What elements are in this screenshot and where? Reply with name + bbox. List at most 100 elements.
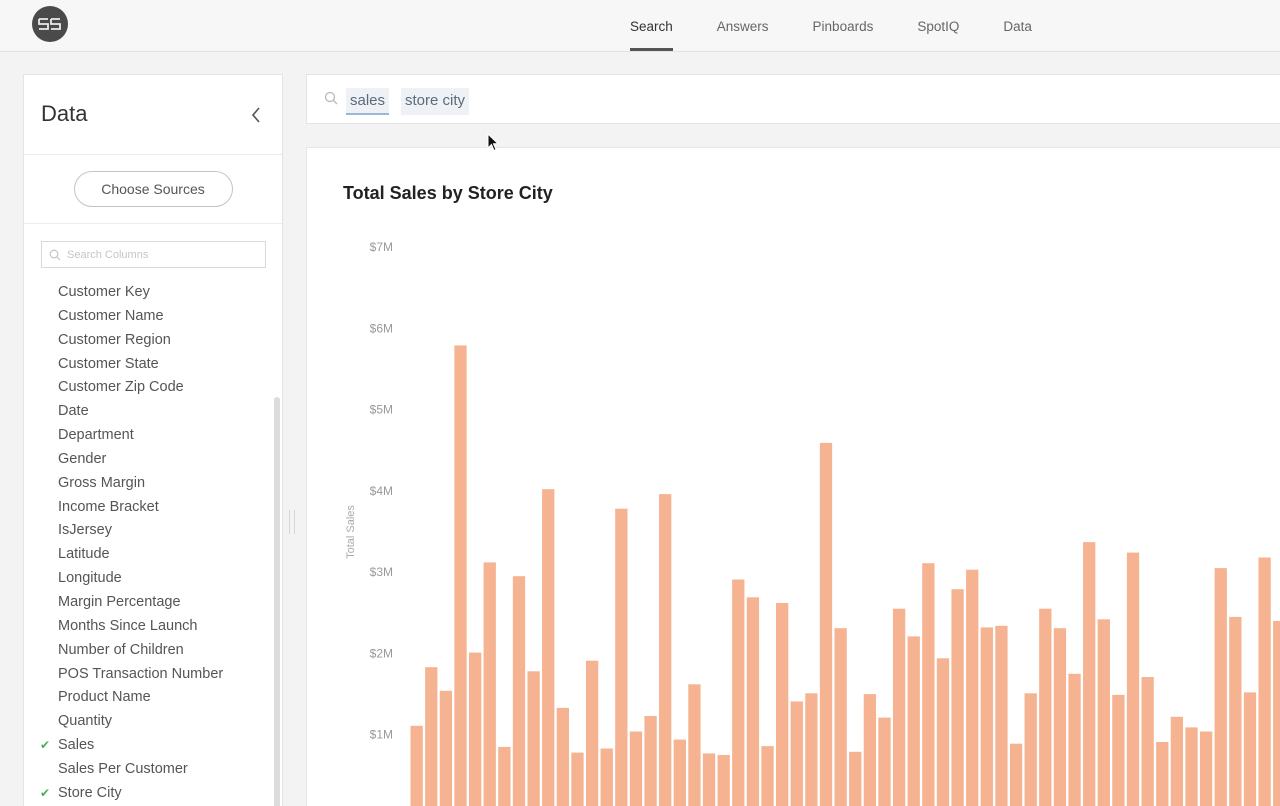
- bar[interactable]: [1258, 557, 1271, 806]
- nav-tab-answers[interactable]: Answers: [716, 18, 769, 34]
- nav-tab-spotiq[interactable]: SpotIQ: [917, 18, 960, 34]
- bar[interactable]: [776, 603, 789, 806]
- bar[interactable]: [863, 694, 877, 806]
- nav-tab-search[interactable]: Search: [608, 0, 695, 52]
- column-item[interactable]: POS Transaction Number: [24, 663, 274, 687]
- column-item[interactable]: Department: [24, 424, 274, 448]
- nav-tab-data[interactable]: Data: [1003, 18, 1032, 34]
- y-tick-label: $2M: [370, 646, 393, 660]
- collapse-panel-button[interactable]: [246, 103, 266, 127]
- bar[interactable]: [439, 690, 453, 806]
- chart-card: Total Sales by Store City $1M $2M $3M $4M $5…: [306, 147, 1280, 806]
- bar[interactable]: [1141, 677, 1154, 806]
- bar[interactable]: [1097, 619, 1110, 806]
- bar[interactable]: [1273, 620, 1280, 806]
- bar[interactable]: [995, 625, 1008, 806]
- nav-tab-pinboards[interactable]: Pinboards: [812, 18, 874, 34]
- bar[interactable]: [571, 752, 584, 806]
- bar[interactable]: [556, 707, 569, 806]
- bar[interactable]: [425, 667, 438, 806]
- bar[interactable]: [878, 717, 891, 806]
- column-item[interactable]: Customer State: [24, 353, 274, 377]
- bar[interactable]: [1170, 716, 1184, 806]
- bar[interactable]: [805, 693, 818, 806]
- bar[interactable]: [1053, 628, 1067, 806]
- column-item[interactable]: Customer Zip Code: [24, 376, 274, 400]
- bar[interactable]: [717, 755, 730, 806]
- column-item[interactable]: Latitude: [24, 543, 274, 567]
- column-item[interactable]: Quantity: [24, 710, 274, 734]
- bar[interactable]: [542, 489, 555, 806]
- column-list-scrollbar[interactable]: [274, 397, 280, 806]
- bar[interactable]: [688, 684, 701, 806]
- bar[interactable]: [790, 701, 803, 806]
- bar[interactable]: [410, 725, 423, 806]
- bar[interactable]: [761, 746, 774, 806]
- column-item-label: Sales: [58, 737, 95, 754]
- column-item[interactable]: Income Bracket: [24, 496, 274, 520]
- bar[interactable]: [1185, 727, 1198, 806]
- column-item[interactable]: Margin Percentage: [24, 591, 274, 615]
- column-item[interactable]: IsJersey: [24, 519, 274, 543]
- bar[interactable]: [892, 608, 906, 806]
- panel-resize-handle[interactable]: [289, 510, 295, 534]
- bar[interactable]: [615, 508, 628, 806]
- bar[interactable]: [1083, 542, 1096, 806]
- bar[interactable]: [746, 597, 760, 806]
- column-item[interactable]: ✔ Sales: [24, 734, 274, 758]
- column-item[interactable]: Longitude: [24, 567, 274, 591]
- column-search-box[interactable]: [41, 241, 266, 268]
- column-item[interactable]: Customer Key: [24, 281, 274, 305]
- bar[interactable]: [468, 652, 482, 806]
- bar[interactable]: [907, 636, 920, 806]
- bar[interactable]: [1039, 608, 1052, 806]
- bar[interactable]: [732, 579, 745, 806]
- bar[interactable]: [1199, 731, 1213, 806]
- column-item[interactable]: Customer Region: [24, 329, 274, 353]
- bar[interactable]: [936, 658, 950, 806]
- bar[interactable]: [454, 345, 467, 806]
- bar[interactable]: [1009, 743, 1023, 806]
- bar[interactable]: [834, 628, 847, 806]
- bar[interactable]: [966, 569, 979, 806]
- bar[interactable]: [1024, 693, 1037, 806]
- search-token-store-city[interactable]: store city: [401, 88, 470, 115]
- bar[interactable]: [659, 494, 672, 806]
- bar[interactable]: [1156, 742, 1169, 806]
- bar[interactable]: [512, 576, 526, 806]
- search-token-sales[interactable]: sales: [346, 88, 390, 115]
- column-item[interactable]: Gross Margin: [24, 472, 274, 496]
- app-logo-icon[interactable]: [32, 6, 68, 42]
- bar[interactable]: [702, 753, 716, 806]
- bar[interactable]: [1126, 552, 1140, 806]
- bar[interactable]: [673, 739, 686, 806]
- column-item[interactable]: Months Since Launch: [24, 615, 274, 639]
- bar[interactable]: [585, 660, 599, 806]
- bar[interactable]: [644, 716, 657, 806]
- bar[interactable]: [498, 746, 511, 806]
- bar[interactable]: [1112, 694, 1125, 806]
- bar[interactable]: [483, 562, 496, 806]
- bar[interactable]: [951, 589, 964, 806]
- bar[interactable]: [600, 748, 613, 806]
- search-bar[interactable]: sales store city: [306, 74, 1280, 124]
- bar[interactable]: [980, 627, 993, 806]
- column-item[interactable]: Gender: [24, 448, 274, 472]
- column-item[interactable]: Product Name: [24, 686, 274, 710]
- bar[interactable]: [1229, 616, 1242, 806]
- bar[interactable]: [1068, 673, 1081, 806]
- bar[interactable]: [922, 563, 935, 806]
- column-item[interactable]: Number of Children: [24, 639, 274, 663]
- column-item[interactable]: ✔ Store City: [24, 782, 274, 806]
- bar[interactable]: [527, 671, 540, 806]
- bar[interactable]: [629, 731, 643, 806]
- bar[interactable]: [819, 442, 833, 806]
- column-item[interactable]: Customer Name: [24, 305, 274, 329]
- column-search-input[interactable]: [67, 248, 247, 261]
- bar[interactable]: [1214, 568, 1227, 806]
- choose-sources-button[interactable]: Choose Sources: [73, 171, 233, 207]
- column-item[interactable]: Sales Per Customer: [24, 758, 274, 782]
- bar[interactable]: [849, 751, 862, 806]
- column-item[interactable]: Date: [24, 400, 274, 424]
- bar[interactable]: [1243, 692, 1257, 806]
